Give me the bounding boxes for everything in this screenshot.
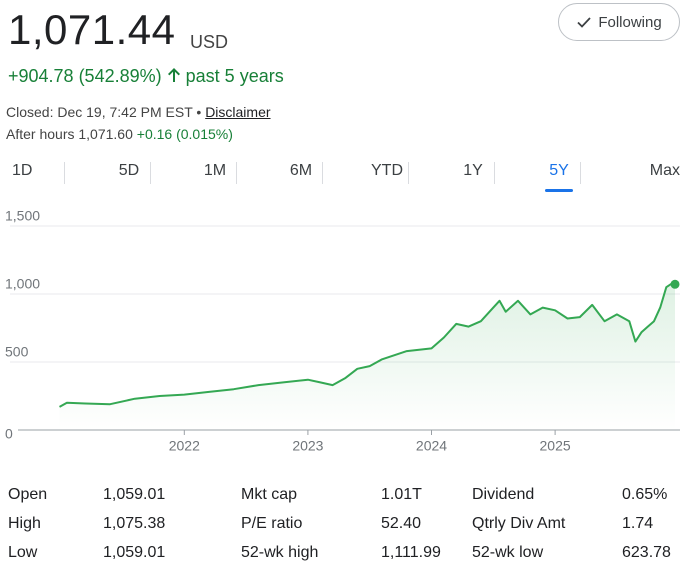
active-underline bbox=[545, 189, 573, 192]
y-tick-label: 0 bbox=[5, 426, 13, 442]
price-line bbox=[59, 282, 676, 408]
range-tab[interactable]: Max bbox=[649, 162, 680, 179]
area-fill bbox=[59, 283, 676, 430]
tab-separator bbox=[64, 162, 65, 184]
currency: USD bbox=[190, 32, 229, 52]
stat-label: Qtrly Div Amt bbox=[472, 515, 566, 532]
follow-label: Following bbox=[598, 13, 662, 31]
price: 1,071.44 bbox=[8, 6, 176, 53]
stat-value: 1,059.01 bbox=[103, 486, 166, 503]
range-tab[interactable]: 5D bbox=[118, 162, 140, 179]
stat-label: Open bbox=[8, 486, 48, 503]
stat-value: 52.40 bbox=[381, 515, 422, 532]
x-tick-label: 2024 bbox=[416, 438, 447, 454]
separator: • bbox=[196, 104, 202, 120]
stat-label: 52-wk high bbox=[241, 544, 319, 561]
range-tab[interactable]: 1Y bbox=[463, 162, 483, 179]
stat-value: 0.65% bbox=[622, 486, 668, 503]
stat-label: Low bbox=[8, 544, 38, 561]
stat-label: P/E ratio bbox=[241, 515, 303, 532]
x-tick-label: 2025 bbox=[540, 438, 571, 454]
up-arrow bbox=[167, 68, 180, 82]
stat-value: 1,059.01 bbox=[103, 544, 166, 561]
period: past 5 years bbox=[185, 66, 284, 86]
tab-separator bbox=[494, 162, 495, 184]
tab-separator bbox=[236, 162, 237, 184]
stat-value: 623.78 bbox=[622, 544, 671, 561]
stat-value: 1,075.38 bbox=[103, 515, 166, 532]
y-tick-label: 500 bbox=[5, 344, 29, 360]
closed-time: Closed: Dec 19, 7:42 PM EST bbox=[6, 104, 193, 120]
stat-label: Dividend bbox=[472, 486, 535, 503]
range-tab[interactable]: YTD bbox=[371, 162, 403, 179]
after-hours-price: After hours 1,071.60 bbox=[6, 126, 133, 142]
range-tab[interactable]: 5Y bbox=[549, 162, 569, 179]
stat-label: Mkt cap bbox=[241, 486, 298, 503]
range-tab[interactable]: 1D bbox=[12, 162, 33, 179]
x-tick-label: 2022 bbox=[169, 438, 200, 454]
tab-separator bbox=[408, 162, 409, 184]
chart: 0 500 1,000 1,500 2022 2023 2024 2025 bbox=[5, 208, 680, 454]
stat-value: 1.01T bbox=[381, 486, 422, 503]
disclaimer-link[interactable]: Disclaimer bbox=[205, 104, 271, 120]
after-hours-change: +0.16 (0.015%) bbox=[136, 126, 233, 142]
closed-info: Closed: Dec 19, 7:42 PM EST • Disclaimer bbox=[6, 104, 271, 120]
after-hours: After hours 1,071.60 +0.16 (0.015%) bbox=[6, 126, 233, 142]
stat-value: 1.74 bbox=[622, 515, 654, 532]
check-icon bbox=[577, 17, 591, 28]
stat-label: High bbox=[8, 515, 41, 532]
y-tick-label: 1,000 bbox=[5, 276, 40, 292]
end-dot bbox=[670, 279, 680, 289]
follow-button[interactable]: Following bbox=[558, 3, 680, 41]
range-tab[interactable]: 1M bbox=[203, 162, 227, 179]
x-tick-label: 2023 bbox=[292, 438, 323, 454]
range-tabs: 1D 5D 1M 6M YTD 1Y 5Y Max bbox=[0, 152, 688, 192]
tab-separator bbox=[580, 162, 581, 184]
range-tab[interactable]: 6M bbox=[289, 162, 313, 179]
stat-value: 1,111.99 bbox=[381, 544, 441, 561]
tab-separator bbox=[322, 162, 323, 184]
change: +904.78 (542.89%) past 5 years bbox=[8, 66, 284, 87]
stat-label: 52-wk low bbox=[472, 544, 544, 561]
change-value: +904.78 (542.89%) bbox=[8, 66, 162, 86]
y-tick-label: 1,500 bbox=[5, 208, 40, 224]
tab-separator bbox=[150, 162, 151, 184]
